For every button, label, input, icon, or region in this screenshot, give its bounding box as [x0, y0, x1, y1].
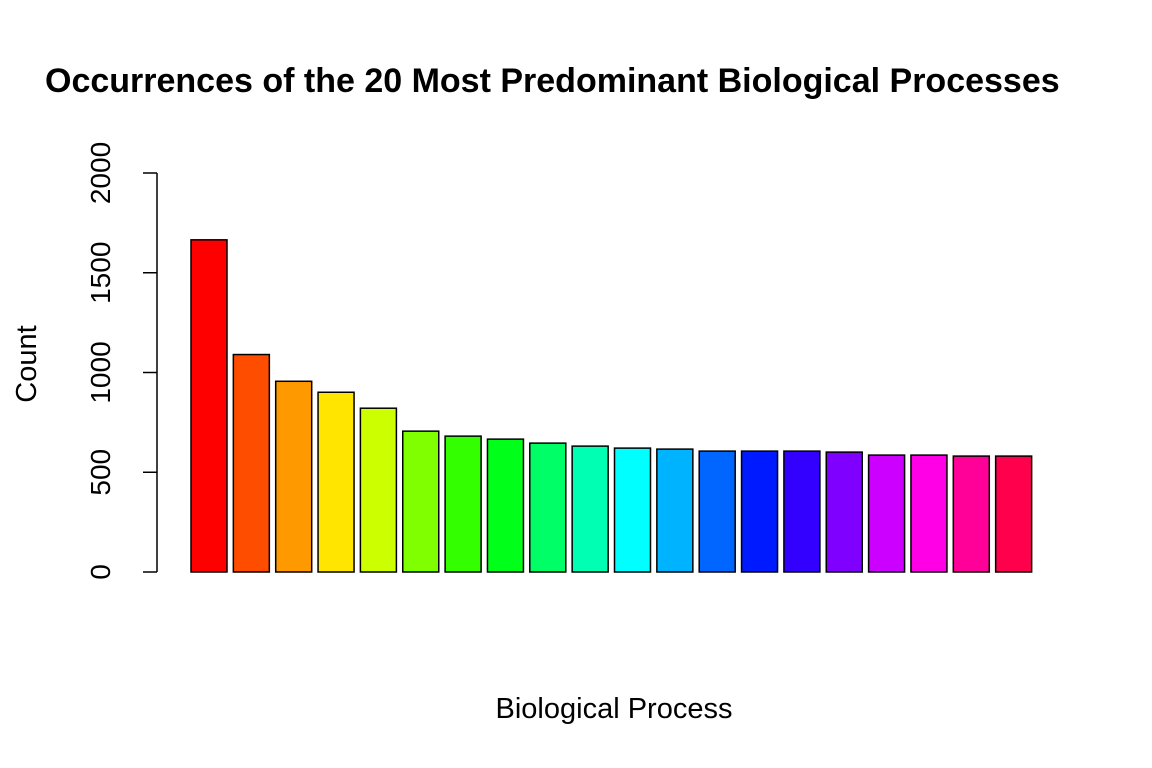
y-tick-label: 1000 — [85, 341, 116, 403]
bar — [613, 447, 652, 573]
y-tick-label: 2000 — [85, 142, 116, 204]
bar — [783, 450, 821, 573]
bar — [656, 448, 694, 573]
bar — [232, 353, 271, 573]
bar — [698, 450, 736, 573]
bar — [994, 455, 1033, 573]
bar — [190, 239, 228, 573]
y-tick-label: 500 — [85, 449, 116, 496]
bar — [444, 435, 482, 573]
bar — [571, 445, 609, 573]
bar — [867, 454, 906, 573]
y-tick-label: 0 — [85, 564, 116, 580]
bar — [486, 438, 525, 573]
bar — [825, 451, 863, 573]
bar — [359, 407, 398, 573]
bar — [952, 455, 991, 573]
y-axis-label: Count — [11, 325, 43, 402]
y-tick-label: 1500 — [85, 242, 116, 304]
bar — [529, 442, 567, 573]
x-axis-label: Biological Process — [496, 693, 733, 725]
bar — [402, 430, 440, 573]
chart-title: Occurrences of the 20 Most Predominant B… — [45, 62, 1060, 100]
bar — [740, 450, 779, 573]
bar — [274, 380, 313, 573]
bar — [910, 454, 948, 573]
bar — [317, 391, 355, 573]
